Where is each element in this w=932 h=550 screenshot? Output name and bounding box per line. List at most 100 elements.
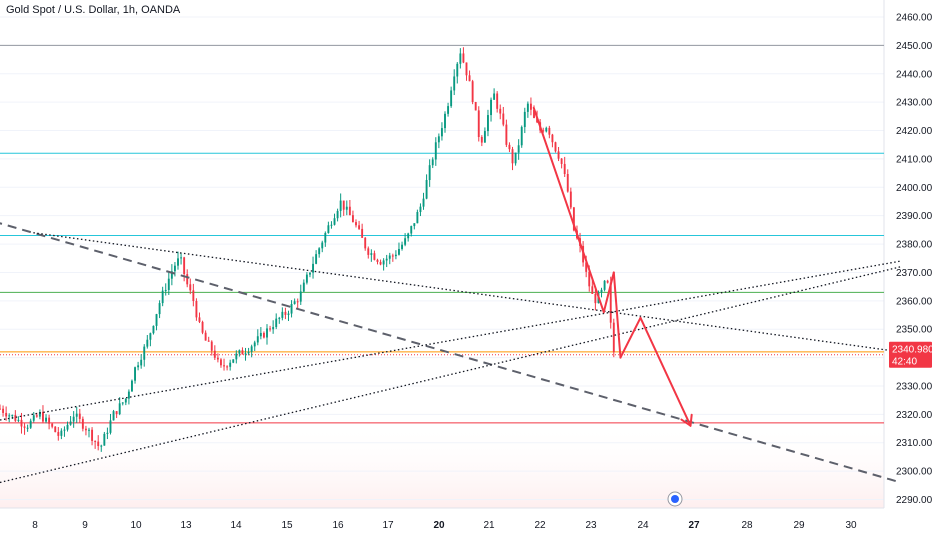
candle-body (490, 99, 492, 116)
candle-body (220, 359, 222, 366)
candle-body (382, 260, 385, 265)
candle-body (474, 102, 477, 111)
y-tick-label: 2370.00 (896, 268, 932, 279)
candle-body (606, 280, 609, 283)
trend-line-dotted (0, 260, 901, 421)
candle-body (247, 351, 250, 354)
candle-body (284, 311, 287, 315)
candle-body (204, 332, 207, 341)
target-zone-shade (0, 422, 884, 508)
candle-body (121, 402, 124, 404)
candle-body (407, 233, 410, 239)
candle-body (232, 359, 235, 363)
candle-body (367, 248, 370, 255)
candle-body (487, 115, 489, 132)
x-tick-label: 30 (845, 520, 857, 531)
candle-body (69, 421, 72, 425)
candle-body (186, 274, 189, 285)
candle-body (305, 274, 308, 283)
candle-body (533, 109, 535, 118)
y-tick-label: 2410.00 (896, 154, 932, 165)
candle-body (167, 278, 170, 290)
candle-body (302, 282, 305, 292)
candle-body (462, 53, 465, 63)
candle-body (229, 362, 232, 367)
projection-arrow-segment (532, 106, 605, 314)
x-tick-label: 28 (741, 520, 753, 531)
candle-body (91, 429, 94, 441)
candle-body (45, 417, 47, 422)
candle-body (505, 124, 508, 145)
candle-body (508, 144, 511, 150)
candle-body (370, 253, 373, 255)
candle-body (269, 328, 272, 330)
candle-body (259, 332, 262, 337)
candle-body (526, 103, 529, 112)
candle-body (26, 427, 29, 429)
candle-body (78, 413, 81, 419)
candle-body (600, 289, 603, 293)
current-price-value: 2340.980 (892, 345, 932, 356)
candle-body (425, 180, 428, 199)
candle-body (281, 311, 284, 318)
x-tick-label: 22 (534, 520, 546, 531)
candle-body (14, 415, 17, 421)
candle-body (124, 398, 127, 403)
candle-body (379, 261, 382, 265)
candle-body (422, 198, 425, 207)
chart-title: Gold Spot / U.S. Dollar, 1h, OANDA (6, 4, 181, 16)
candle-body (385, 258, 388, 261)
candle-body (401, 244, 403, 249)
candle-body (594, 293, 597, 304)
y-tick-label: 2310.00 (896, 438, 932, 449)
current-price-countdown: 42:40 (892, 357, 917, 368)
candle-body (318, 248, 321, 255)
candle-body (223, 365, 225, 367)
candle-body (100, 445, 103, 447)
candle-body (413, 223, 416, 227)
candle-body (296, 301, 299, 303)
candle-body (201, 321, 204, 333)
x-tick-label: 27 (688, 520, 700, 531)
candle-body (428, 165, 431, 181)
candle-body (290, 304, 293, 314)
candle-body (216, 357, 219, 360)
candle-body (29, 420, 32, 428)
candle-body (198, 317, 201, 322)
candle-body (327, 225, 330, 233)
candle-body (72, 416, 75, 422)
candle-body (545, 127, 548, 132)
candle-body (514, 152, 517, 164)
candle-body (195, 300, 198, 318)
candle-body (333, 218, 336, 225)
candle-body (312, 263, 314, 273)
candle-body (493, 93, 496, 100)
x-tick-label: 17 (382, 520, 394, 531)
candle-body (517, 145, 520, 153)
candle-body (149, 333, 152, 340)
candle-body (358, 225, 361, 229)
candle-body (103, 433, 106, 446)
x-tick-label: 8 (32, 520, 38, 531)
candle-body (109, 420, 112, 433)
candle-body (170, 271, 173, 279)
y-tick-label: 2330.00 (896, 381, 932, 392)
candle-body (48, 417, 51, 424)
candle-body (588, 271, 591, 287)
candle-body (468, 75, 471, 82)
candle-body (112, 411, 115, 421)
y-tick-label: 2380.00 (896, 240, 932, 251)
candle-body (5, 412, 8, 417)
x-tick-label: 29 (793, 520, 805, 531)
candle-body (146, 339, 149, 347)
candle-body (542, 130, 545, 132)
candle-body (471, 81, 474, 103)
candle-body (339, 200, 342, 211)
x-tick-label: 14 (230, 520, 242, 531)
candle-body (20, 419, 23, 427)
candle-body (137, 365, 140, 368)
candle-body (557, 151, 560, 159)
candle-body (391, 255, 394, 257)
